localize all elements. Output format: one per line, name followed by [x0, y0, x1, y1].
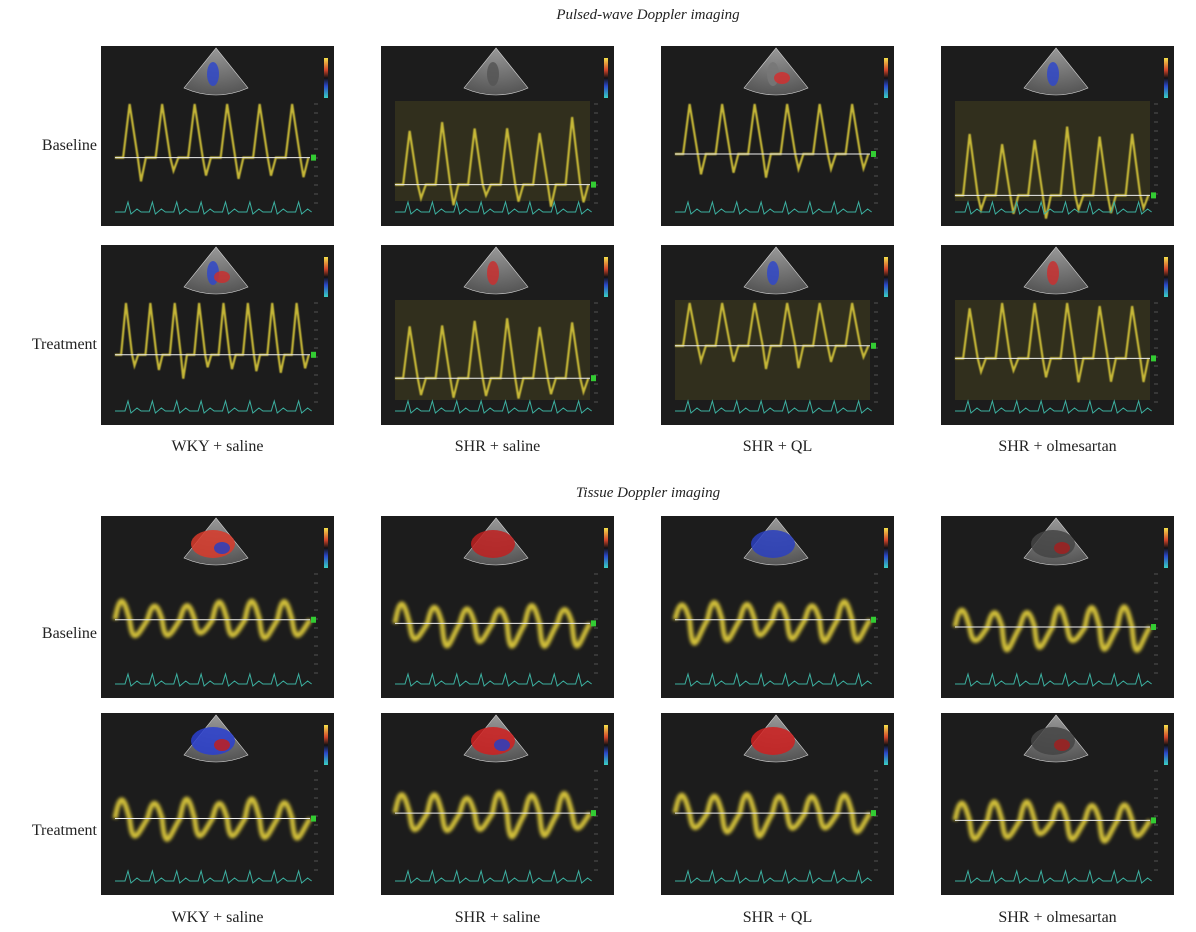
doppler-panel — [101, 516, 334, 698]
color-bar — [1164, 58, 1168, 98]
row-label: Baseline — [42, 625, 97, 642]
baseline-marker — [871, 810, 876, 816]
doppler-panel — [941, 516, 1174, 698]
doppler-panel — [941, 46, 1174, 226]
color-bar — [884, 528, 888, 568]
column-label: SHR + olmesartan — [998, 909, 1116, 926]
column-label: SHR + saline — [455, 909, 540, 926]
flow-color — [214, 271, 230, 283]
baseline-marker — [1151, 817, 1156, 823]
color-bar — [604, 257, 608, 297]
figure: Pulsed-wave Doppler imaging Baseline Treat… — [0, 0, 1196, 932]
baseline-marker — [591, 810, 596, 816]
baseline-marker — [311, 816, 316, 822]
flow-color — [1047, 62, 1059, 86]
color-bar — [324, 58, 328, 98]
baseline-marker — [1151, 355, 1156, 361]
doppler-panel — [101, 245, 334, 425]
doppler-panel — [941, 713, 1174, 895]
flow-color — [494, 739, 510, 751]
baseline-marker — [311, 352, 316, 358]
flow-color — [751, 727, 795, 755]
column-label: SHR + QL — [743, 909, 812, 926]
column-label: WKY + saline — [172, 438, 264, 455]
color-bar — [604, 58, 608, 98]
baseline-marker — [871, 151, 876, 157]
spectral-noise — [955, 300, 1150, 400]
doppler-panel — [661, 46, 894, 226]
flow-color — [487, 62, 499, 86]
doppler-panel — [101, 713, 334, 895]
color-bar — [1164, 257, 1168, 297]
flow-color — [191, 727, 235, 755]
flow-color — [214, 739, 230, 751]
doppler-panel — [381, 46, 614, 226]
doppler-panel — [661, 516, 894, 698]
doppler-panel — [381, 713, 614, 895]
spectral-noise — [955, 101, 1150, 201]
flow-color — [191, 530, 235, 558]
color-bar — [884, 725, 888, 765]
baseline-marker — [871, 617, 876, 623]
section-title: Tissue Doppler imaging — [576, 485, 721, 501]
color-bar — [324, 528, 328, 568]
flow-color — [767, 261, 779, 285]
column-label: WKY + saline — [172, 909, 264, 926]
column-label: SHR + QL — [743, 438, 812, 455]
color-bar — [1164, 725, 1168, 765]
row-label: Treatment — [32, 822, 98, 839]
flow-color — [1031, 727, 1075, 755]
doppler-panel — [941, 245, 1174, 425]
column-label: SHR + saline — [455, 438, 540, 455]
color-bar — [604, 725, 608, 765]
color-bar — [604, 528, 608, 568]
flow-color — [214, 542, 230, 554]
section-title: Pulsed-wave Doppler imaging — [555, 7, 740, 23]
baseline-marker — [311, 617, 316, 623]
flow-color — [774, 72, 790, 84]
flow-color — [1031, 530, 1075, 558]
doppler-panel — [381, 245, 614, 425]
doppler-panel — [661, 245, 894, 425]
baseline-marker — [591, 620, 596, 626]
flow-color — [751, 530, 795, 558]
flow-color — [487, 261, 499, 285]
baseline-marker — [591, 182, 596, 188]
flow-color — [1047, 261, 1059, 285]
flow-color — [207, 62, 219, 86]
baseline-marker — [1151, 192, 1156, 198]
doppler-panel — [101, 46, 334, 226]
doppler-panel — [661, 713, 894, 895]
color-bar — [884, 257, 888, 297]
flow-color — [471, 727, 515, 755]
color-bar — [1164, 528, 1168, 568]
flow-color — [1054, 739, 1070, 751]
color-bar — [324, 257, 328, 297]
row-label: Baseline — [42, 137, 97, 154]
doppler-panel — [381, 516, 614, 698]
color-bar — [324, 725, 328, 765]
baseline-marker — [311, 155, 316, 161]
baseline-marker — [871, 343, 876, 349]
color-bar — [884, 58, 888, 98]
row-label: Treatment — [32, 336, 98, 353]
column-label: SHR + olmesartan — [998, 438, 1116, 455]
baseline-marker — [1151, 624, 1156, 630]
flow-color — [471, 530, 515, 558]
baseline-marker — [591, 375, 596, 381]
flow-color — [1054, 542, 1070, 554]
